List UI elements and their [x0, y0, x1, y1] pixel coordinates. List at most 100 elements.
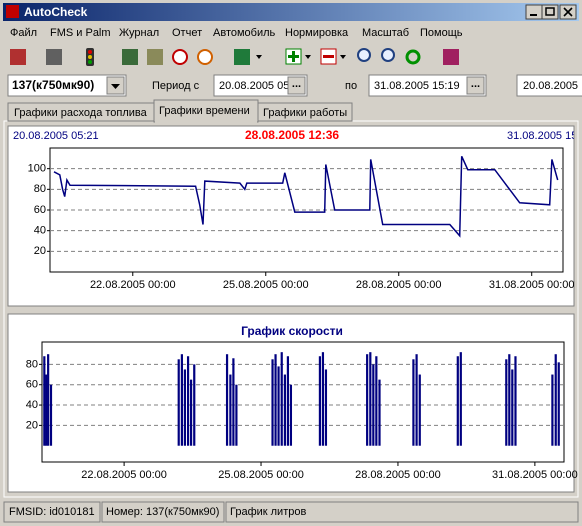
date-from-value[interactable]: 20.08.2005 05:21 — [219, 80, 305, 92]
speed-bar — [372, 364, 375, 446]
tab-label[interactable]: Графики расхода топлива — [14, 107, 148, 119]
speed-bar — [318, 356, 322, 446]
x-tick-label: 25.08.2005 00:00 — [223, 279, 309, 291]
speed-bar — [418, 374, 421, 446]
speed-bar — [186, 356, 190, 446]
maximize-button[interactable] — [541, 4, 559, 20]
speed-bar — [189, 379, 193, 446]
menu-item[interactable]: Автомобиль — [213, 27, 276, 39]
tool-button[interactable] — [405, 49, 421, 65]
vehicle-combobox[interactable] — [7, 74, 127, 97]
browse-button[interactable] — [287, 76, 306, 95]
speed-bar — [459, 352, 462, 446]
minimize-button[interactable] — [525, 4, 543, 20]
tool-button[interactable] — [234, 49, 250, 65]
date-from-field[interactable] — [213, 74, 308, 97]
speed-bar — [412, 359, 415, 446]
speed-bar — [366, 354, 369, 446]
extra-date-value[interactable]: 20.08.2005 — [523, 80, 578, 92]
period-to-label: по — [345, 80, 357, 92]
dropdown-arrow — [111, 84, 120, 89]
speed-bar — [49, 384, 53, 446]
speed-bar — [47, 354, 50, 446]
tab[interactable] — [257, 102, 353, 122]
chart-title: График скорости — [241, 324, 343, 338]
browse-button[interactable] — [466, 76, 485, 95]
browse-label[interactable]: ... — [471, 78, 480, 90]
speed-bar — [324, 369, 328, 446]
tool-button[interactable] — [122, 49, 138, 65]
speed-bar — [511, 369, 514, 446]
tool-button[interactable] — [172, 49, 188, 65]
date-to-field[interactable] — [368, 74, 487, 97]
speed-bar — [505, 359, 508, 446]
y-tick-label: 100 — [28, 163, 46, 175]
speed-bar — [277, 366, 280, 446]
tool-arrow — [256, 55, 262, 59]
speed-bar — [183, 369, 187, 446]
close-glyph — [563, 7, 573, 17]
tool-glyph — [88, 55, 92, 59]
speed-bar — [415, 354, 418, 446]
tool-button[interactable] — [46, 49, 62, 65]
app-icon — [6, 5, 19, 18]
tool-button[interactable] — [443, 49, 459, 65]
tool-button[interactable] — [147, 49, 163, 65]
tool-arrow — [340, 55, 346, 59]
browse-label[interactable]: ... — [292, 78, 301, 90]
tool-arrow — [305, 55, 311, 59]
y-tick-label: 80 — [26, 358, 38, 370]
speed-bar — [229, 374, 232, 446]
x-tick-label: 28.08.2005 00:00 — [355, 469, 441, 481]
speed-bar — [45, 374, 48, 446]
speed-bar — [180, 354, 183, 446]
tool-button[interactable] — [197, 49, 213, 65]
tool-button[interactable] — [381, 48, 395, 62]
period-from-label: Период с — [152, 80, 200, 92]
menu-item[interactable]: Файл — [10, 27, 37, 39]
y-tick-label: 80 — [34, 183, 46, 195]
extra-date-field[interactable] — [516, 74, 582, 97]
tab-label[interactable]: Графики времени — [159, 105, 250, 117]
range-start: 20.08.2005 05:21 — [13, 130, 99, 142]
x-tick-label: 22.08.2005 00:00 — [90, 279, 176, 291]
window-buttons[interactable] — [525, 4, 577, 20]
menu-item[interactable]: Нормировка — [285, 27, 349, 39]
x-tick-label: 22.08.2005 00:00 — [81, 469, 167, 481]
fuel-line — [53, 155, 559, 238]
tab-join — [155, 119, 257, 123]
status-text: Номер: 137(к750мк90) — [106, 506, 219, 518]
menu-item[interactable]: Отчет — [172, 27, 202, 39]
minimize-glyph — [530, 14, 537, 16]
speed-bar — [271, 359, 274, 446]
menu-item[interactable]: Помощь — [420, 27, 463, 39]
title-bar — [3, 3, 579, 21]
tool-glyph — [88, 50, 92, 54]
speed-bar — [554, 354, 557, 446]
menu-item[interactable]: Журнал — [119, 27, 159, 39]
window-title: AutoCheck — [24, 5, 88, 19]
status-text: График литров — [230, 506, 306, 518]
x-tick-label: 31.08.2005 00:00 — [492, 469, 578, 481]
x-tick-label: 28.08.2005 00:00 — [356, 279, 442, 291]
plot-frame — [41, 341, 565, 463]
tab-label[interactable]: Графики работы — [263, 107, 347, 119]
speed-bar — [232, 358, 235, 446]
speed-bar — [43, 356, 46, 446]
range-end: 31.08.2005 15:19 — [507, 130, 582, 142]
vehicle-value[interactable]: 137(к750мк90) — [12, 78, 94, 92]
status-panel — [101, 501, 225, 523]
date-to-value[interactable]: 31.08.2005 15:19 — [374, 80, 460, 92]
speed-bar — [193, 364, 196, 446]
speed-bar — [286, 356, 290, 446]
tool-button[interactable] — [357, 48, 371, 62]
x-tick-label: 25.08.2005 00:00 — [218, 469, 304, 481]
menu-item[interactable]: Масштаб — [362, 27, 409, 39]
speed-bar — [274, 354, 277, 446]
tool-glyph — [88, 60, 92, 64]
speed-bar — [177, 359, 180, 446]
menu-item[interactable]: FMS и Palm — [50, 27, 111, 39]
tool-button[interactable] — [10, 49, 26, 65]
